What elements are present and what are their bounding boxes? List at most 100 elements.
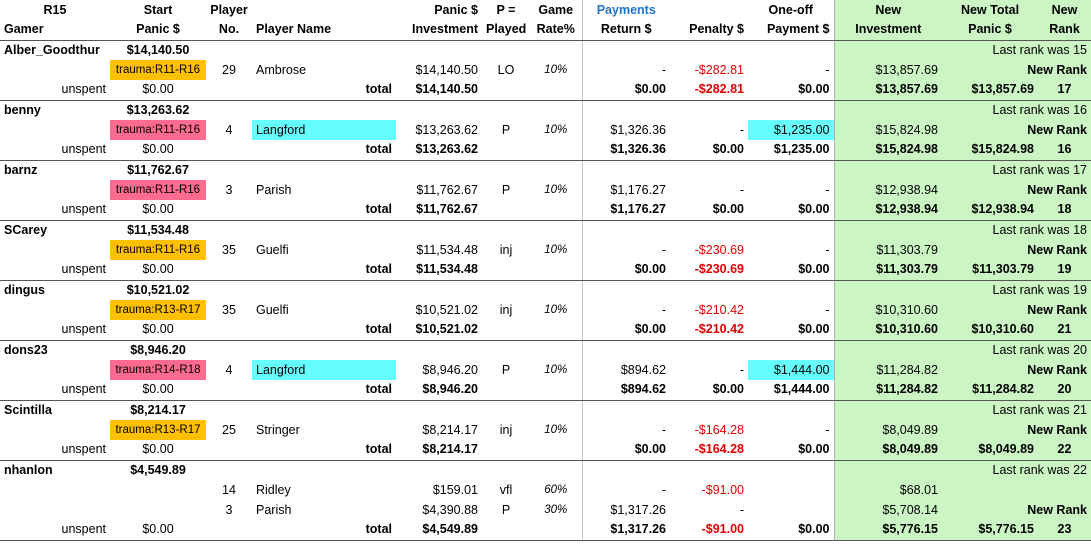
empty-cell[interactable] — [482, 440, 530, 461]
empty-cell[interactable] — [206, 320, 252, 341]
empty-cell[interactable] — [396, 400, 482, 420]
total-investment[interactable]: $4,549.89 — [396, 520, 482, 541]
empty-cell[interactable] — [206, 280, 252, 300]
one-off-payment[interactable]: - — [825, 182, 830, 197]
last-rank[interactable]: Last rank was 21 — [833, 400, 1091, 420]
empty-cell[interactable] — [482, 40, 530, 60]
unspent-label[interactable]: unspent — [0, 380, 110, 401]
player-name[interactable]: Guelfi — [256, 242, 289, 257]
unspent-label[interactable]: unspent — [0, 520, 110, 541]
empty-cell[interactable] — [530, 460, 582, 480]
investment[interactable]: $8,946.20 — [422, 362, 478, 377]
unspent-label[interactable]: unspent — [0, 80, 110, 101]
empty-cell[interactable] — [252, 40, 396, 60]
player-name[interactable]: Guelfi — [256, 302, 289, 317]
player-number[interactable]: 29 — [222, 62, 236, 77]
new-total-panic[interactable]: $12,938.94 — [942, 200, 1038, 221]
return[interactable]: - — [581, 300, 670, 320]
empty-cell[interactable] — [252, 340, 396, 360]
unspent-label[interactable]: unspent — [0, 140, 110, 161]
total-penalty[interactable]: $0.00 — [670, 140, 748, 161]
player-number[interactable]: 35 — [222, 302, 236, 317]
one-off-payment[interactable]: - — [825, 302, 830, 317]
investment[interactable]: $11,534.48 — [416, 242, 478, 257]
start-panic[interactable]: $13,263.62 — [126, 102, 190, 117]
empty-cell[interactable] — [0, 500, 110, 520]
game-rate[interactable]: 10% — [544, 243, 568, 256]
empty-cell[interactable] — [482, 200, 530, 221]
empty-cell[interactable] — [252, 160, 396, 180]
new-rank[interactable]: 17 — [1038, 80, 1091, 101]
player-number[interactable]: 4 — [225, 362, 233, 377]
new-total-panic[interactable]: $10,310.60 — [942, 320, 1038, 341]
empty-cell[interactable] — [396, 100, 482, 120]
player-number[interactable]: 35 — [222, 242, 236, 257]
new-total-panic[interactable]: $15,824.98 — [942, 140, 1038, 161]
return[interactable]: - — [581, 240, 670, 260]
new-total-panic[interactable]: $11,284.82 — [942, 380, 1038, 401]
total-one-off[interactable]: $0.00 — [748, 520, 834, 541]
trauma-badge[interactable]: trauma:R13-R17 — [110, 420, 206, 440]
unspent-value[interactable]: $0.00 — [110, 80, 206, 101]
empty-cell[interactable] — [0, 360, 110, 380]
return[interactable]: - — [581, 60, 670, 80]
empty-cell[interactable] — [396, 220, 482, 240]
empty-cell[interactable] — [530, 100, 582, 120]
new-total-panic[interactable]: $5,776.15 — [942, 520, 1038, 541]
total-return[interactable]: $1,176.27 — [581, 200, 670, 221]
empty-cell[interactable] — [748, 40, 834, 60]
game-rate[interactable]: 10% — [544, 183, 568, 196]
total-label[interactable]: total — [252, 140, 396, 161]
empty-cell[interactable] — [748, 340, 834, 360]
penalty[interactable]: - — [739, 362, 744, 377]
unspent-label[interactable]: unspent — [0, 440, 110, 461]
empty-cell[interactable] — [252, 220, 396, 240]
empty-cell[interactable] — [482, 340, 530, 360]
gamer-name[interactable]: benny — [4, 102, 41, 117]
penalty[interactable]: -$282.81 — [694, 62, 744, 77]
played[interactable]: LO — [497, 62, 515, 77]
unspent-value[interactable]: $0.00 — [110, 200, 206, 221]
empty-cell[interactable] — [252, 280, 396, 300]
played[interactable]: P — [501, 362, 511, 377]
total-label[interactable]: total — [252, 80, 396, 101]
empty-cell[interactable] — [748, 220, 834, 240]
gamer-name[interactable]: nhanlon — [4, 462, 53, 477]
empty-cell[interactable] — [0, 420, 110, 440]
total-penalty[interactable]: -$210.42 — [670, 320, 748, 341]
investment[interactable]: $4,390.88 — [422, 502, 478, 517]
total-penalty[interactable]: -$230.69 — [670, 260, 748, 281]
investment[interactable]: $11,762.67 — [416, 182, 478, 197]
empty-cell[interactable] — [206, 200, 252, 221]
total-investment[interactable]: $11,762.67 — [396, 200, 482, 221]
return[interactable]: - — [581, 480, 670, 500]
new-rank-label[interactable]: New Rank — [942, 240, 1091, 260]
new-total-panic[interactable]: $13,857.69 — [942, 80, 1038, 101]
player-name[interactable]: Stringer — [256, 422, 300, 437]
empty-cell[interactable] — [206, 340, 252, 360]
empty-cell[interactable] — [396, 160, 482, 180]
total-new-investment[interactable]: $10,310.60 — [833, 320, 942, 341]
total-new-investment[interactable]: $5,776.15 — [833, 520, 942, 541]
empty-cell[interactable] — [530, 400, 582, 420]
return[interactable]: $894.62 — [581, 360, 670, 380]
investment[interactable]: $13,263.62 — [415, 122, 478, 137]
played[interactable]: inj — [499, 302, 513, 317]
gamer-name[interactable]: barnz — [4, 162, 38, 177]
total-label[interactable]: total — [252, 260, 396, 281]
empty-cell[interactable] — [206, 40, 252, 60]
game-rate[interactable]: 10% — [544, 363, 568, 376]
total-one-off[interactable]: $1,444.00 — [748, 380, 834, 401]
new-rank-label[interactable]: New Rank — [942, 180, 1091, 200]
total-return[interactable]: $1,326.36 — [581, 140, 670, 161]
empty-cell[interactable] — [530, 40, 582, 60]
game-rate[interactable]: 10% — [544, 63, 568, 76]
gamer-name[interactable]: Scintilla — [4, 402, 52, 417]
trauma-badge[interactable]: trauma:R14-R18 — [110, 360, 206, 380]
empty-cell[interactable] — [581, 160, 670, 180]
empty-cell[interactable] — [670, 460, 748, 480]
player-number[interactable]: 3 — [225, 502, 233, 517]
start-panic[interactable]: $10,521.02 — [126, 282, 190, 297]
empty-cell[interactable] — [530, 380, 582, 401]
player-name[interactable]: Ridley — [256, 482, 291, 497]
